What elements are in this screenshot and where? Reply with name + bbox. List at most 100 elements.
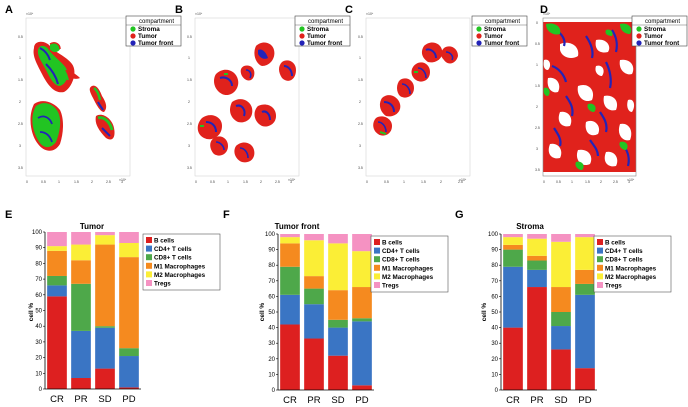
bar-e-pd-m2-macrophages xyxy=(119,242,139,258)
xtick-d-1: 0.5 xyxy=(556,180,561,184)
panel-label-c: C xyxy=(345,4,353,16)
bar-e-cr-m2-macrophages xyxy=(47,246,67,251)
legend-swatch-e-m1-macrophages xyxy=(146,262,152,269)
bar-e-pr-tregs xyxy=(71,232,91,245)
y-tick-e-60: 60 xyxy=(35,293,42,299)
ytick-a-0: 0.5 xyxy=(18,35,23,39)
bar-e-sd-m2-macrophages xyxy=(95,235,115,245)
ytick-d-2: 1 xyxy=(536,63,538,67)
legend-label-front-b: Tumor front xyxy=(307,40,343,47)
y-tick-g-30: 30 xyxy=(491,341,498,347)
x-tick-g-pd: PD xyxy=(578,395,591,406)
y-tick-g-100: 100 xyxy=(488,232,499,238)
region-b6-front xyxy=(261,110,271,121)
y-tick-f-20: 20 xyxy=(268,357,275,363)
ytick-a-6: 3.5 xyxy=(18,166,23,170)
region-a5 xyxy=(95,114,115,140)
y-exponent-c: ×10⁴ xyxy=(366,12,374,16)
legend-marker-tumor-b xyxy=(299,33,305,39)
bar-e-sd-tregs xyxy=(95,232,115,236)
bar-g-sd-cd4-t-cells xyxy=(551,326,571,350)
bar-f-pr-cd4-t-cells xyxy=(304,304,324,339)
region-a5-stroma xyxy=(97,116,114,131)
legend-c: compartment Stroma Tumor Tumor front xyxy=(471,15,528,47)
x-tick-g-cr: CR xyxy=(506,395,520,406)
chart-title-e: Tumor xyxy=(80,222,104,231)
xtick-a-6: 3 xyxy=(121,180,123,184)
panel-d: D xyxy=(535,4,688,184)
bar-g-pd-m1-macrophages xyxy=(575,269,595,284)
ytick-b-3: 2 xyxy=(188,100,190,104)
xtick-a-5: 2.5 xyxy=(106,180,111,184)
region-b9 xyxy=(234,142,255,163)
x-tick-e-pr: PR xyxy=(74,394,87,405)
bar-g-cr-m1-macrophages xyxy=(503,244,523,250)
region-b7 xyxy=(197,115,222,140)
region-a3 xyxy=(89,85,107,112)
bar-f-pd-m1-macrophages xyxy=(352,287,372,319)
region-c6 xyxy=(373,116,392,136)
legend-box-g xyxy=(593,235,672,293)
legend-marker-tumor-d xyxy=(636,33,642,39)
legend-label-e-b-cells: B cells xyxy=(154,238,175,245)
y-tick-g-10: 10 xyxy=(491,372,498,378)
y-tick-g-40: 40 xyxy=(491,326,498,332)
ytick-d-6: 3 xyxy=(536,147,538,151)
y-tick-g-50: 50 xyxy=(491,310,498,316)
legend-label-g-m2-macrophages: M2 Macrophages xyxy=(605,274,657,281)
ytick-c-1: 1 xyxy=(359,56,361,60)
y-tick-f-0: 0 xyxy=(272,388,276,394)
y-tick-f-70: 70 xyxy=(268,279,275,285)
bar-g-cr-cd4-t-cells xyxy=(503,266,523,328)
legend-box-f xyxy=(370,235,449,293)
bar-e-pr-m2-macrophages xyxy=(71,244,91,261)
ytick-c-6: 3.5 xyxy=(358,166,363,170)
region-b9-front xyxy=(239,147,249,159)
legend-marker-front-c xyxy=(476,40,482,46)
xtick-a-4: 2 xyxy=(91,180,93,184)
xtick-b-2: 1 xyxy=(227,180,229,184)
bar-g-pr-cd8-t-cells xyxy=(527,260,547,270)
y-tick-g-90: 90 xyxy=(491,248,498,254)
panel-b: B ×10⁴ ×10⁴ 0 xyxy=(175,4,351,184)
y-tick-e-70: 70 xyxy=(35,277,42,283)
region-b5-front xyxy=(235,104,246,117)
legend-label-tumor-d: Tumor xyxy=(644,33,664,40)
xtick-b-3: 1.5 xyxy=(243,180,248,184)
bar-e-cr-cd4-t-cells xyxy=(47,285,67,297)
region-c3-front xyxy=(417,67,427,79)
bar-f-cr-b-cells xyxy=(280,324,300,390)
y-tick-g-60: 60 xyxy=(491,294,498,300)
region-c4 xyxy=(397,78,414,98)
d-stroma xyxy=(543,23,632,170)
bar-e-pd-tregs xyxy=(119,232,139,243)
legend-label-stroma-d: Stroma xyxy=(644,26,666,33)
region-a4-front xyxy=(37,115,53,143)
bar-g-pd-cd4-t-cells xyxy=(575,294,595,369)
xtick-c-0: 0 xyxy=(366,180,368,184)
legend-marker-front-b xyxy=(299,40,305,46)
x-tick-f-cr: CR xyxy=(283,395,297,406)
chart-label-e: E xyxy=(5,209,12,221)
bar-e-pd-m1-macrophages xyxy=(119,257,139,349)
legend-label-f-cd8-t-cells: CD8+ T cells xyxy=(382,257,420,264)
legend-label-f-cd4-t-cells: CD4+ T cells xyxy=(382,248,420,255)
region-c2 xyxy=(441,46,458,64)
legend-label-stroma-c: Stroma xyxy=(484,26,506,33)
y-exponent-a: ×10⁴ xyxy=(26,12,34,16)
y-tick-e-90: 90 xyxy=(35,246,42,252)
region-a2-edge xyxy=(49,42,61,50)
region-a1-tail-stroma xyxy=(57,61,69,81)
xtick-c-4: 2 xyxy=(440,180,442,184)
legend-label-e-m2-macrophages: M2 Macrophages xyxy=(154,272,206,279)
legend-swatch-e-cd4-t-cells xyxy=(146,245,152,252)
ytick-d-3: 1.5 xyxy=(535,84,540,88)
axes-d: ×10⁴ ×10⁴ 0 0.5 1 1.5 2 2.5 3 0 0.5 1 1.… xyxy=(535,12,637,184)
y-tick-f-50: 50 xyxy=(268,310,275,316)
y-tick-f-30: 30 xyxy=(268,341,275,347)
region-a1-front xyxy=(39,47,59,85)
xtick-b-0: 0 xyxy=(195,180,197,184)
x-exponent-a: ×10⁴ xyxy=(119,178,127,182)
y-tick-g-80: 80 xyxy=(491,263,498,269)
